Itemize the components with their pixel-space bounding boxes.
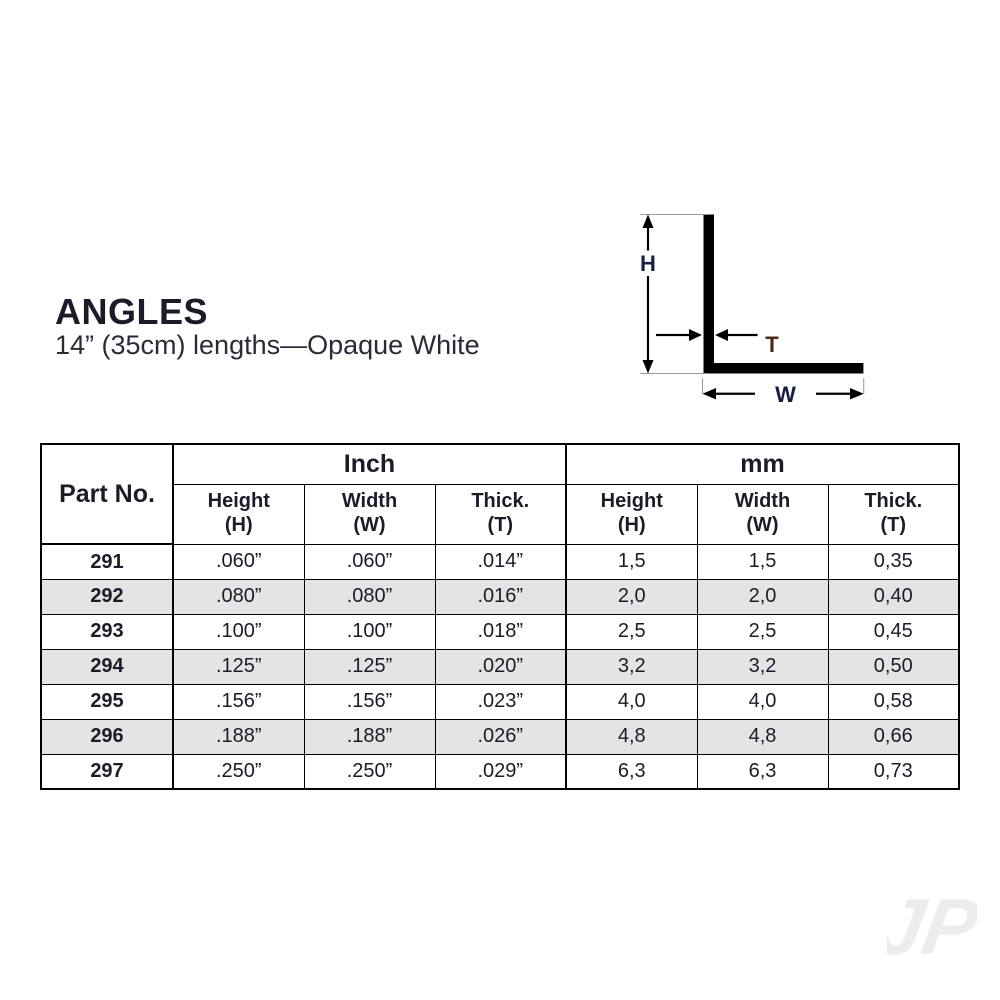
svg-text:H: H [640, 251, 656, 276]
svg-text:JP: JP [887, 890, 977, 970]
svg-text:W: W [775, 382, 796, 407]
svg-text:T: T [765, 332, 779, 357]
